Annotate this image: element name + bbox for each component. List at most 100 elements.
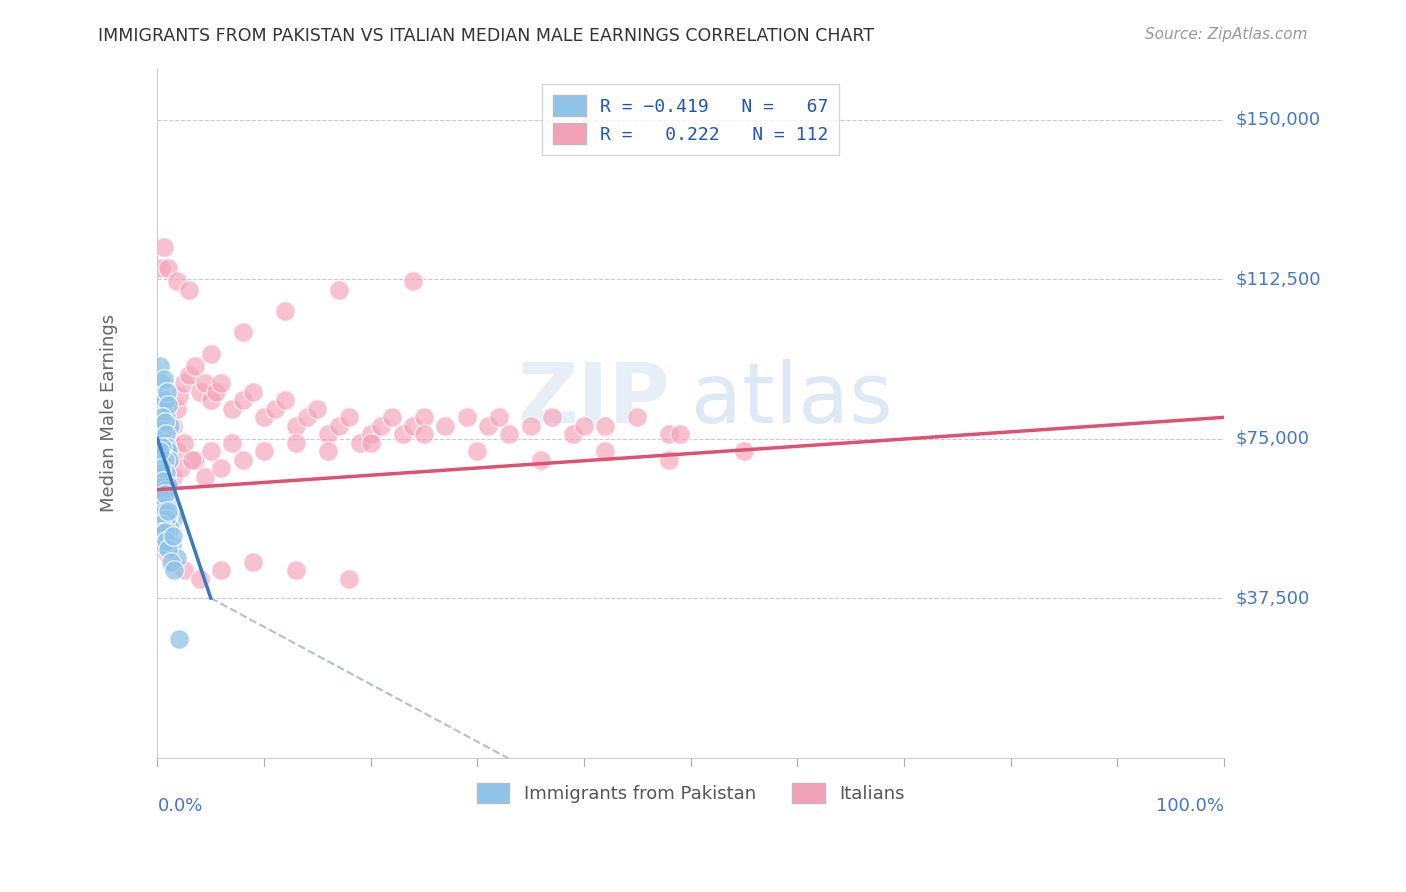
Point (274, 304, 297, 318)
Point (159, 453, 181, 467)
Point (488, 410, 510, 425)
Point (391, 427, 413, 442)
Point (541, 410, 564, 425)
Point (149, 478, 172, 492)
Point (530, 453, 553, 467)
Point (162, 529, 184, 543)
Point (155, 427, 177, 442)
Point (149, 376, 172, 391)
Point (153, 453, 176, 467)
Point (153, 466, 176, 480)
Point (263, 401, 285, 416)
Point (188, 572, 211, 586)
Point (157, 542, 180, 557)
Point (153, 504, 176, 518)
Point (148, 444, 170, 458)
Point (152, 401, 174, 416)
Point (148, 461, 170, 475)
Point (153, 415, 176, 429)
Point (658, 427, 681, 442)
Point (166, 401, 188, 416)
Point (173, 435, 195, 450)
Point (148, 461, 170, 475)
Text: $75,000: $75,000 (1236, 430, 1309, 448)
Point (166, 550, 188, 565)
Point (519, 418, 541, 433)
Point (194, 470, 217, 484)
Point (152, 474, 174, 488)
Point (150, 444, 173, 458)
Point (166, 444, 188, 458)
Point (152, 529, 174, 543)
Point (413, 410, 436, 425)
Point (316, 427, 339, 442)
Point (209, 376, 232, 391)
Point (349, 435, 371, 450)
Point (232, 393, 254, 408)
Point (155, 457, 177, 471)
Point (316, 444, 339, 458)
Point (253, 444, 276, 458)
Point (733, 444, 755, 458)
Point (232, 453, 254, 467)
Point (153, 393, 176, 408)
Point (188, 384, 211, 399)
Point (658, 453, 681, 467)
Point (167, 632, 190, 646)
Text: $150,000: $150,000 (1236, 111, 1320, 128)
Point (157, 508, 180, 523)
Point (456, 410, 478, 425)
Point (153, 483, 176, 497)
Point (159, 418, 181, 433)
Point (149, 538, 172, 552)
Point (562, 427, 585, 442)
Point (157, 525, 180, 540)
Point (163, 564, 186, 578)
Point (179, 368, 201, 382)
Point (152, 516, 174, 531)
Point (149, 491, 172, 505)
Point (152, 423, 174, 437)
Point (148, 474, 170, 488)
Point (155, 491, 177, 505)
Point (173, 564, 195, 578)
Point (413, 427, 436, 442)
Legend: Immigrants from Pakistan, Italians: Immigrants from Pakistan, Italians (470, 775, 911, 811)
Point (242, 384, 264, 399)
Point (360, 435, 382, 450)
Point (328, 418, 350, 433)
Point (295, 410, 318, 425)
Point (153, 487, 176, 501)
Point (209, 564, 232, 578)
Point (232, 325, 254, 339)
Point (253, 410, 276, 425)
Point (152, 457, 174, 471)
Point (150, 525, 173, 540)
Point (370, 418, 392, 433)
Point (150, 410, 173, 425)
Point (159, 521, 181, 535)
Point (572, 418, 595, 433)
Point (149, 466, 172, 480)
Point (157, 440, 180, 454)
Point (155, 512, 177, 526)
Point (148, 504, 170, 518)
Point (242, 555, 264, 569)
Point (150, 500, 173, 514)
Point (155, 461, 177, 475)
Text: Source: ZipAtlas.com: Source: ZipAtlas.com (1144, 27, 1308, 42)
Point (595, 444, 617, 458)
Point (156, 500, 179, 514)
Point (157, 444, 180, 458)
Point (160, 555, 183, 569)
Point (285, 435, 308, 450)
Point (157, 261, 180, 276)
Text: Median Male Earnings: Median Male Earnings (100, 314, 118, 512)
Point (339, 572, 361, 586)
Point (179, 283, 201, 297)
Point (626, 410, 648, 425)
Point (149, 461, 172, 475)
Text: ZIP: ZIP (517, 359, 669, 440)
Point (152, 487, 174, 501)
Point (200, 346, 222, 360)
